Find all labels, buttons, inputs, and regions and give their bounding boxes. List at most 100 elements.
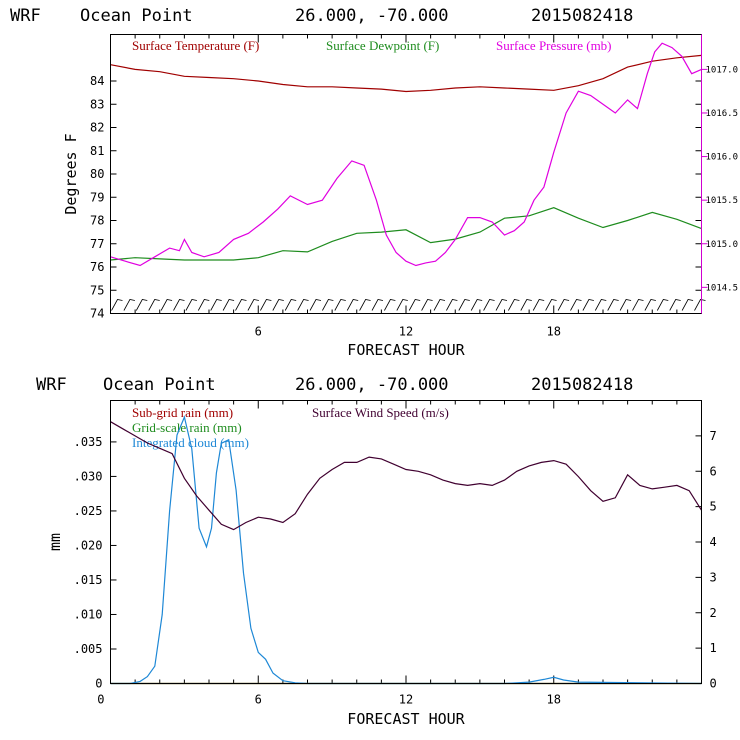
wind-tick-label: 0 — [710, 677, 717, 691]
chart-header-model: WRF — [36, 375, 67, 395]
x-tick-label: 6 — [255, 693, 262, 707]
wind-barb — [582, 299, 594, 311]
y-tick-label: .005 — [74, 642, 103, 656]
y-tick-label: 84 — [90, 74, 104, 88]
wind-barb — [148, 299, 160, 311]
x-axis-ticks: 0 6 12 18 — [97, 400, 678, 707]
pressure-tick-label: 1015.5 — [706, 196, 739, 206]
y-tick-label: 75 — [90, 283, 104, 297]
wind-barb — [123, 299, 135, 311]
temperature-line — [110, 54, 702, 93]
data-series — [110, 42, 702, 267]
legend-pressure: Surface Pressure (mb) — [496, 38, 612, 53]
y-tick-label: .015 — [74, 573, 103, 587]
wind-barb — [570, 299, 582, 311]
legend-dewpoint: Surface Dewpoint (F) — [326, 38, 439, 53]
chart-header-location: Ocean Point — [80, 6, 193, 26]
plot-frame — [110, 34, 702, 314]
wind-barb — [235, 299, 247, 311]
pressure-tick-label: 1016.5 — [706, 109, 739, 119]
legend-subgrid-rain: Sub-grid rain (mm) — [132, 405, 233, 420]
wind-barb — [384, 299, 396, 311]
legend-temperature: Surface Temperature (F) — [132, 38, 259, 53]
chart-header-run: 2015082418 — [531, 375, 633, 395]
pressure-tick-label: 1015.0 — [706, 240, 739, 250]
wind-barb — [458, 299, 470, 311]
x-axis-ticks: 6 12 18 — [134, 34, 678, 339]
chart-header-model: WRF — [10, 6, 41, 26]
wind-barb — [669, 299, 681, 311]
wind-barb — [545, 299, 557, 311]
wind-speed-line — [110, 421, 703, 531]
y-tick-label: 78 — [90, 214, 104, 228]
right-axis-ticks: 1014.5 1015.0 1015.5 1016.0 1016.5 1017.0 — [701, 65, 739, 293]
legend-wind-speed: Surface Wind Speed (m/s) — [312, 405, 449, 420]
wind-tick-label: 2 — [710, 606, 717, 620]
y-tick-label: 79 — [90, 190, 104, 204]
y-tick-label: 83 — [90, 97, 104, 111]
dewpoint-line — [110, 207, 702, 261]
x-tick-label: 0 — [97, 693, 104, 707]
wind-barb — [222, 299, 235, 311]
wind-tick-label: 5 — [710, 500, 717, 514]
wind-barb — [160, 299, 173, 311]
pressure-tick-label: 1017.0 — [706, 65, 739, 75]
x-axis-label: FORECAST HOUR — [347, 341, 465, 359]
wind-barb — [272, 299, 284, 311]
wind-barb — [557, 299, 570, 311]
wind-barb — [322, 299, 334, 311]
wind-tick-label: 3 — [710, 570, 717, 584]
pressure-line — [110, 42, 702, 267]
data-series — [110, 415, 703, 685]
wind-barb — [135, 299, 148, 311]
wind-barb — [495, 299, 508, 311]
wind-barb — [284, 299, 297, 311]
y-axis-label: Degrees F — [62, 133, 80, 214]
wind-barb — [334, 299, 346, 311]
y-tick-label: 81 — [90, 144, 104, 158]
y-tick-label: .030 — [74, 469, 103, 483]
wind-barb — [594, 299, 607, 311]
wind-barb — [532, 299, 545, 311]
chart-header-location: Ocean Point — [103, 375, 216, 395]
wind-barb — [421, 299, 433, 311]
wind-barb — [607, 299, 619, 311]
wind-barb — [111, 299, 123, 311]
wind-tick-label: 7 — [710, 429, 717, 443]
x-tick-label: 18 — [547, 325, 561, 339]
wind-barb — [632, 299, 644, 311]
x-tick-label: 12 — [399, 325, 413, 339]
wind-tick-label: 1 — [710, 641, 717, 655]
wind-barb — [644, 299, 656, 311]
x-axis-label: FORECAST HOUR — [347, 710, 465, 728]
wind-barb — [681, 299, 694, 311]
y-tick-label: .010 — [74, 607, 103, 621]
y-tick-label: 74 — [90, 307, 104, 321]
wind-barb — [433, 299, 446, 311]
wind-barb — [359, 299, 371, 311]
wind-barb — [508, 299, 520, 311]
y-tick-label: 82 — [90, 121, 104, 135]
chart-header-coords: 26.000, -70.000 — [295, 375, 449, 395]
wind-barb — [396, 299, 408, 311]
pressure-tick-label: 1014.5 — [706, 283, 739, 293]
wind-barb — [297, 299, 309, 311]
y-tick-label: 77 — [90, 237, 104, 251]
y-axis-label: mm — [46, 533, 64, 551]
wind-barb — [210, 299, 222, 311]
left-axis-ticks: .035 .030 .025 .020 .015 .010 .005 0 — [74, 435, 117, 691]
integrated-cloud-line — [110, 415, 702, 685]
wind-barb — [408, 299, 421, 311]
plot-frame — [110, 400, 702, 684]
y-tick-label: 76 — [90, 260, 104, 274]
wind-barb — [694, 299, 706, 311]
wind-barb — [371, 299, 384, 311]
wind-barb — [520, 299, 532, 311]
y-tick-label: .020 — [74, 538, 103, 552]
y-tick-label: .025 — [74, 504, 103, 518]
x-tick-label: 12 — [399, 693, 413, 707]
wind-tick-label: 4 — [710, 535, 717, 549]
wind-barb — [470, 299, 483, 311]
wind-barb — [309, 299, 322, 311]
